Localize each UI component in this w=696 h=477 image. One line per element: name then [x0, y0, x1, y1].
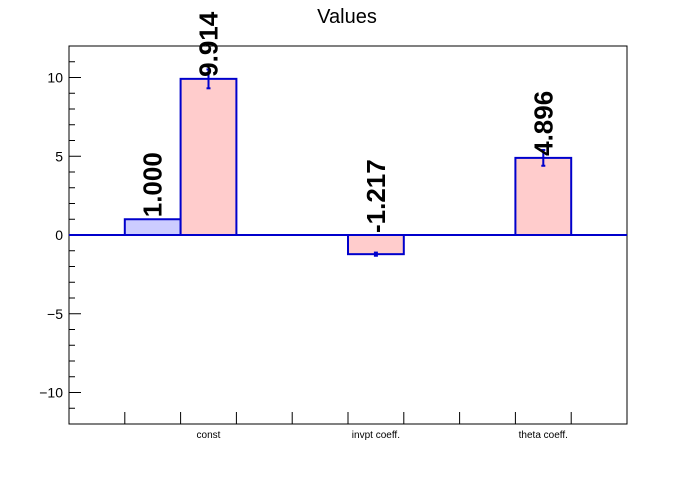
y-tick-label: 5: [55, 148, 63, 164]
data-label: 9.914: [194, 11, 224, 77]
y-tick-label: 10: [47, 70, 63, 86]
bar: [179, 77, 238, 236]
y-tick-label: −10: [39, 385, 63, 401]
data-label: 1.000: [138, 152, 168, 217]
bar: [347, 234, 405, 256]
x-tick-label: const: [197, 430, 221, 441]
x-tick-label: theta coeff.: [519, 430, 568, 441]
bar: [123, 218, 182, 236]
chart-title: Values: [317, 6, 377, 28]
data-label: -1.217: [361, 159, 391, 233]
data-label: 4.896: [528, 91, 558, 156]
plot-area: −10 −5 0 5 10 const invpt coeff. theta coeff. 1.…: [39, 11, 628, 441]
bar: [514, 156, 573, 236]
y-tick-label: 0: [55, 227, 63, 243]
y-tick-label: −5: [47, 306, 63, 322]
x-tick-label: invpt coeff.: [352, 430, 400, 441]
